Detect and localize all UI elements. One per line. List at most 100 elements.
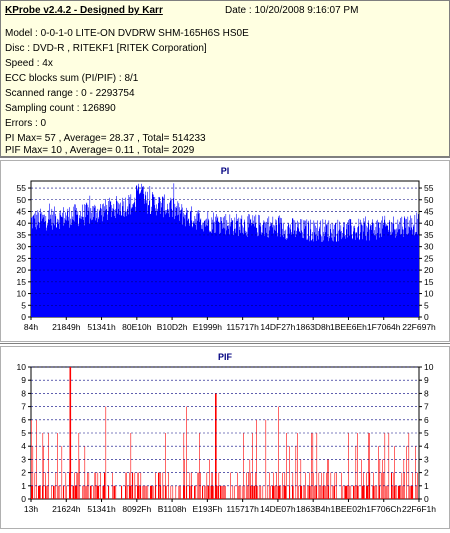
data-bar [351, 225, 352, 317]
data-bar [396, 228, 398, 317]
data-bar [322, 219, 324, 317]
data-bar [42, 218, 43, 317]
data-bar [62, 217, 64, 317]
data-bar [287, 238, 288, 317]
data-bar [324, 236, 325, 317]
data-bar [284, 485, 285, 499]
data-bar [417, 234, 418, 317]
data-bar [347, 237, 349, 317]
data-bar [210, 485, 212, 499]
data-bar [105, 406, 107, 499]
data-bar [318, 231, 319, 317]
data-bar [333, 229, 334, 317]
data-bar [177, 215, 178, 317]
data-bar [98, 217, 100, 317]
data-bar [237, 220, 238, 317]
data-bar [50, 218, 52, 317]
data-bar [304, 485, 306, 499]
data-bar [353, 485, 354, 499]
data-bar [279, 224, 281, 317]
data-bar [279, 215, 280, 317]
data-bar [345, 238, 347, 317]
data-bar [220, 485, 222, 499]
data-bar [243, 227, 245, 317]
data-bar [243, 234, 244, 317]
data-bar [135, 211, 137, 317]
data-bar [292, 218, 293, 317]
data-bar [306, 219, 308, 317]
splitter-bottom[interactable] [0, 343, 450, 345]
data-bar [187, 220, 189, 317]
data-bar [103, 485, 104, 499]
data-bar [177, 201, 179, 317]
data-bar [162, 197, 163, 317]
data-bar [152, 194, 154, 317]
data-bar [374, 230, 375, 317]
data-bar [289, 233, 291, 317]
data-bar [135, 206, 136, 317]
data-bar [224, 485, 225, 499]
data-bar [225, 214, 227, 317]
data-bar [159, 196, 160, 317]
data-bar [184, 218, 186, 317]
data-bar [396, 485, 398, 499]
data-bar [371, 225, 372, 317]
data-bar [204, 485, 205, 499]
data-bar [345, 234, 346, 317]
data-bar [189, 485, 190, 499]
data-bar [378, 221, 380, 317]
data-bar [149, 200, 150, 317]
data-bar [418, 214, 419, 317]
data-bar [346, 485, 348, 499]
data-bar [249, 214, 250, 317]
data-bar [380, 233, 381, 317]
data-bar [207, 225, 208, 317]
data-bar [226, 230, 227, 317]
splitter-top[interactable] [0, 157, 450, 159]
data-bar [77, 214, 78, 317]
data-bar [122, 197, 123, 317]
data-bar [309, 236, 311, 317]
data-bar [197, 472, 199, 499]
data-bar [411, 227, 412, 317]
data-bar [41, 212, 43, 317]
data-bar [366, 485, 368, 499]
data-bar [396, 235, 397, 317]
data-bar [154, 205, 155, 317]
data-bar [291, 232, 293, 317]
data-bar [82, 216, 84, 317]
data-bar [389, 219, 390, 317]
data-bar [58, 219, 60, 317]
data-bar [294, 230, 295, 317]
data-bar [274, 229, 275, 317]
y-tick-label: 6 [21, 415, 26, 425]
data-bar [402, 485, 404, 499]
data-bar [401, 234, 402, 317]
data-bar [86, 485, 87, 499]
data-bar [115, 485, 117, 499]
data-bar [386, 225, 387, 317]
data-bar [165, 210, 167, 317]
data-bar [211, 232, 212, 317]
data-bar [210, 231, 212, 317]
data-bar [118, 203, 120, 317]
data-bar [399, 221, 401, 317]
data-bar [153, 485, 155, 499]
data-bar [215, 216, 216, 317]
data-bar [235, 232, 237, 317]
y-tick-label-right: 55 [424, 183, 434, 193]
data-bar [277, 232, 278, 317]
data-bar [195, 485, 197, 499]
data-bar [366, 472, 367, 499]
data-bar [38, 221, 39, 317]
data-bar [384, 433, 386, 499]
data-bar [70, 367, 71, 499]
data-bar [233, 234, 235, 317]
data-bar [47, 224, 48, 317]
data-bar [74, 204, 75, 317]
data-bar [147, 213, 149, 317]
data-bar [99, 209, 101, 317]
data-bar [180, 209, 181, 317]
data-bar [76, 207, 77, 317]
